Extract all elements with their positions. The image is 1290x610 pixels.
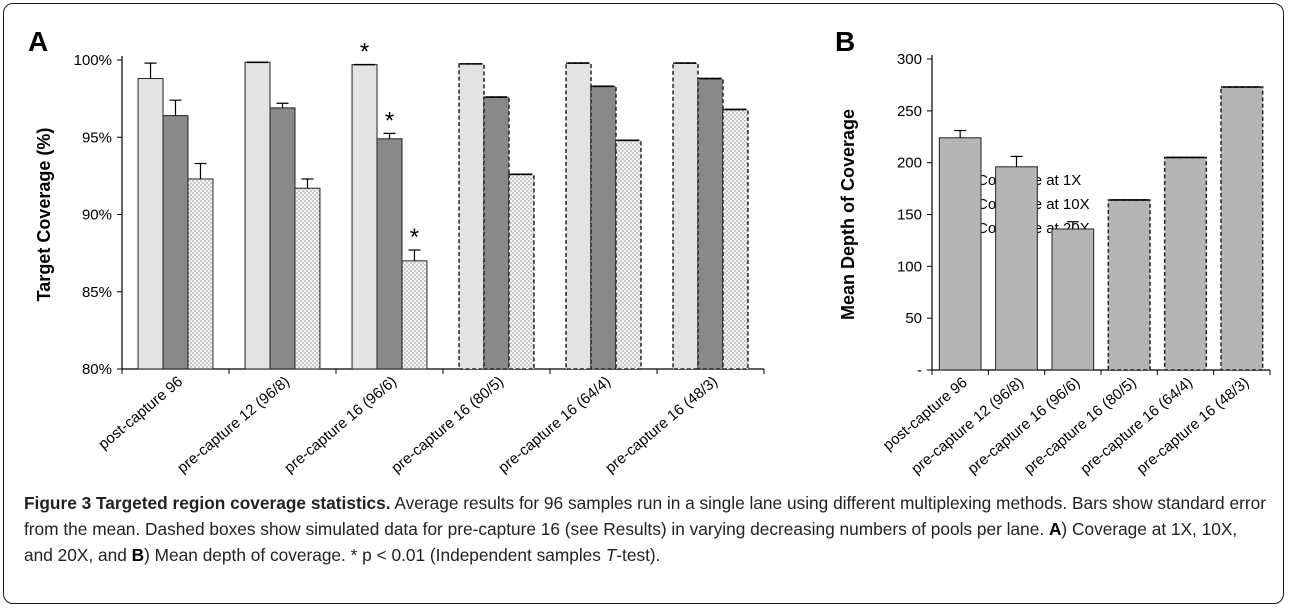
y-tick-label: 50 xyxy=(905,310,922,327)
significance-asterisk: * xyxy=(410,224,419,251)
bar xyxy=(351,64,378,370)
y-tick-label: 150 xyxy=(897,207,922,224)
caption-panel-a-ref: A xyxy=(1048,519,1062,539)
bar xyxy=(162,115,189,370)
bar xyxy=(590,85,617,370)
panel-b-chart: - 50 100 150 200 250 300 Mean Depth of Coverage… xyxy=(838,51,1271,478)
bar xyxy=(1163,156,1208,371)
y-tick-label: 85% xyxy=(82,284,112,301)
caption-text-2: ) Coverage at 1X, 10X, and 20X, and xyxy=(24,519,1238,565)
x-tick-label: pre-capture 16 (80/5) xyxy=(388,373,507,477)
caption-panel-b-ref: B xyxy=(131,545,145,565)
bar xyxy=(187,178,214,370)
y-tick-label: 200 xyxy=(897,155,922,172)
bar xyxy=(508,173,535,370)
bar xyxy=(1220,86,1264,371)
bar xyxy=(722,108,749,370)
figure-frame: A B 80% 85% 90% 95% 100% Target Coverage (%) p… xyxy=(3,3,1284,604)
caption-text-1: Average results for 96 samples run in a … xyxy=(24,493,1266,539)
bar xyxy=(269,107,296,370)
caption-t-italic: T xyxy=(605,545,617,565)
bar xyxy=(401,260,428,370)
x-tick-label: pre-capture 16 (64/4) xyxy=(495,373,614,477)
figure-caption: Figure 3 Targeted region coverage statis… xyxy=(24,490,1269,568)
y-tick-label: 100% xyxy=(74,52,112,69)
y-axis-title: Mean Depth of Coverage xyxy=(838,109,858,320)
panel-a-label: A xyxy=(28,26,48,57)
bar xyxy=(697,77,724,370)
y-tick-label: 95% xyxy=(82,129,112,146)
figure-charts: A B 80% 85% 90% 95% 100% Target Coverage (%) p… xyxy=(28,26,1271,478)
bar xyxy=(244,61,271,370)
caption-text-4: -test). xyxy=(616,545,661,565)
bar xyxy=(294,187,321,370)
y-tick-label: 90% xyxy=(82,207,112,224)
bar xyxy=(565,62,592,370)
bar xyxy=(938,137,982,371)
bar xyxy=(1107,199,1151,371)
significance-asterisk: * xyxy=(360,39,369,66)
bar xyxy=(458,63,485,370)
bar xyxy=(672,62,699,370)
panel-b-label: B xyxy=(835,26,855,57)
y-tick-label: 100 xyxy=(897,258,922,275)
x-tick-label: pre-capture 16 (48/3) xyxy=(602,373,721,477)
bar xyxy=(1051,228,1095,371)
y-tick-label: 250 xyxy=(897,103,922,120)
x-tick-label: post-capture 96 xyxy=(95,373,186,453)
y-axis-title: Target Coverage (%) xyxy=(34,128,54,302)
bar xyxy=(615,139,642,370)
bar xyxy=(137,78,164,370)
bar xyxy=(995,166,1038,371)
y-tick-label: 300 xyxy=(897,51,922,68)
bar xyxy=(376,138,403,370)
caption-text-3: ) Mean depth of coverage. * p < 0.01 (In… xyxy=(144,545,606,565)
y-tick-label: - xyxy=(917,362,922,379)
x-tick-label: pre-capture 12 (96/8) xyxy=(174,373,293,477)
significance-asterisk: * xyxy=(385,107,394,134)
bar xyxy=(483,96,510,370)
y-tick-label: 80% xyxy=(82,361,112,378)
x-tick-label: pre-capture 16 (96/6) xyxy=(281,373,400,477)
caption-lead: Figure 3 Targeted region coverage statis… xyxy=(24,493,391,513)
